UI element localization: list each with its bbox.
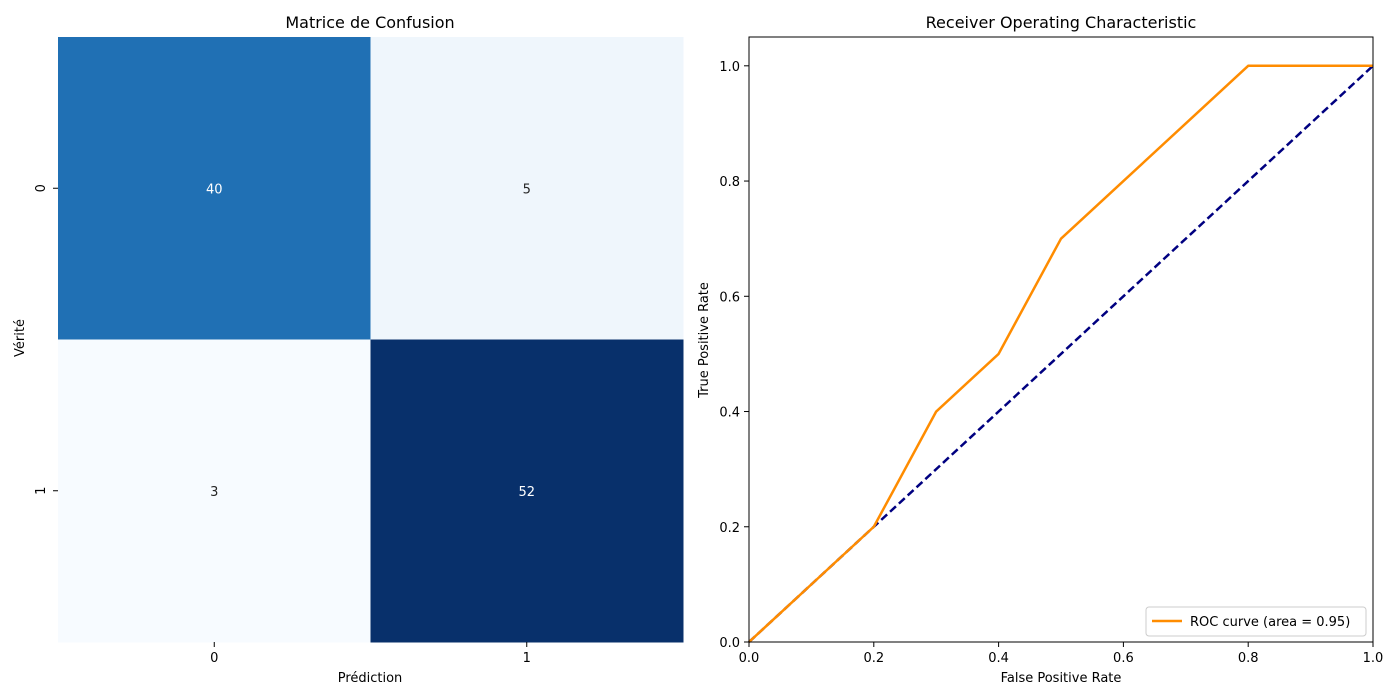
- roc-xtick-label: 0.2: [863, 651, 884, 666]
- heatmap-ticks: 0 1 0 1: [34, 184, 531, 666]
- roc-axes-frame: [748, 36, 1374, 643]
- heatmap-ytick-label: 0: [34, 184, 49, 192]
- heatmap-cell: [58, 339, 371, 643]
- roc-ytick-label: 0.6: [719, 290, 740, 305]
- heatmap-cell-value: 5: [523, 182, 531, 197]
- heatmap-xlabel: Prédiction: [338, 671, 403, 686]
- confusion-matrix-panel: Matrice de Confusion 40 5 3 52 0 1 0 1 Prédict…: [13, 13, 684, 686]
- roc-xtick-label: 0.6: [1113, 651, 1134, 666]
- legend-box: [1145, 606, 1367, 637]
- legend-label-roc: ROC curve (area = 0.95): [1190, 615, 1350, 630]
- roc-xtick-label: 0.4: [988, 651, 1009, 666]
- roc-ytick-label: 0.4: [719, 406, 740, 421]
- heatmap-cells: 40 5 3 52: [58, 37, 684, 643]
- roc-panel: Receiver Operating Characteristic 0.0 0.2…: [697, 13, 1383, 686]
- heatmap-cell-value: 3: [210, 485, 218, 500]
- roc-xlabel: False Positive Rate: [1001, 671, 1122, 686]
- roc-curve-line: [748, 64, 1373, 643]
- roc-ytick-label: 1.0: [719, 60, 740, 75]
- roc-ylabel: True Positive Rate: [697, 282, 712, 399]
- roc-ytick-label: 0.2: [719, 521, 740, 536]
- roc-xtick-label: 0.0: [739, 651, 760, 666]
- roc-xtick-label: 0.8: [1238, 651, 1259, 666]
- heatmap-xtick-label: 1: [523, 651, 531, 666]
- heatmap-cell: [58, 37, 371, 340]
- roc-lines: [748, 64, 1374, 643]
- heatmap-ylabel: Vérité: [13, 319, 28, 357]
- roc-title: Receiver Operating Characteristic: [926, 13, 1197, 32]
- chance-line: [748, 64, 1374, 643]
- confusion-matrix-title: Matrice de Confusion: [285, 13, 454, 32]
- roc-xtick-label: 1.0: [1363, 651, 1384, 666]
- heatmap-cell: [370, 339, 684, 643]
- heatmap-cell-value: 52: [518, 485, 535, 500]
- heatmap-cell-value: 40: [206, 182, 223, 197]
- roc-ytick-label: 0.8: [719, 175, 740, 190]
- roc-ticks: 0.0 0.2 0.4 0.6 0.8 1.0 0.0 0.2 0.4 0.6 0.8 1.0: [719, 60, 1383, 666]
- heatmap-ytick-label: 1: [34, 487, 49, 495]
- heatmap-cell: [370, 37, 684, 340]
- roc-legend: ROC curve (area = 0.95): [1145, 606, 1367, 637]
- heatmap-xtick-label: 0: [210, 651, 218, 666]
- roc-ytick-label: 0.0: [719, 636, 740, 651]
